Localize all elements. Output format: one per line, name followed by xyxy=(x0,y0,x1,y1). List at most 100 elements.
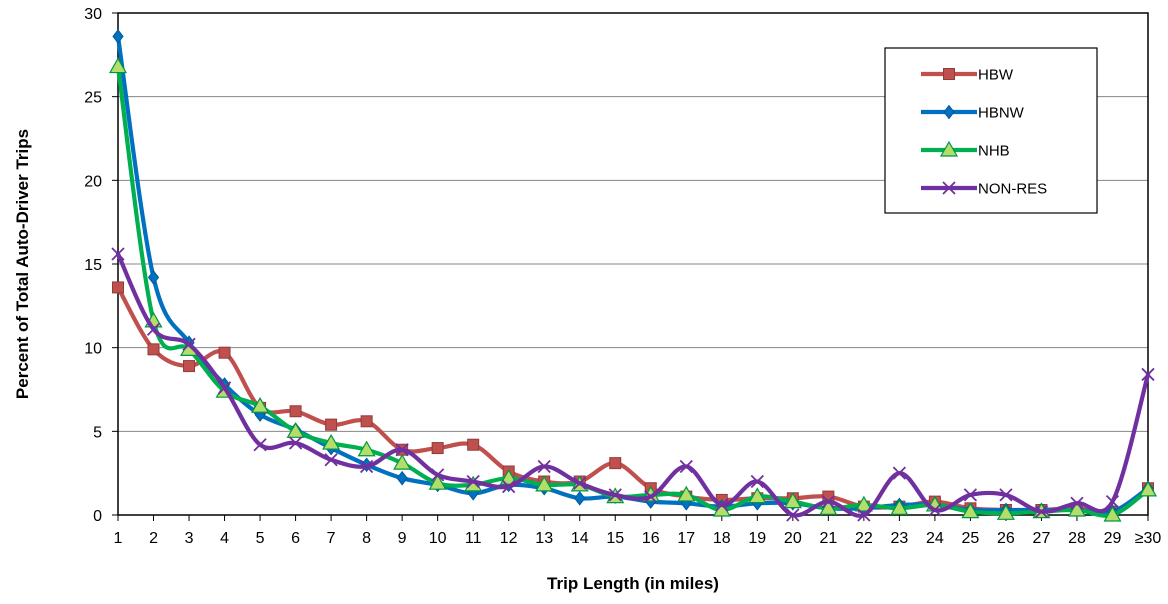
legend-marker xyxy=(943,104,955,120)
data-point xyxy=(217,381,232,395)
data-point xyxy=(357,440,376,457)
x-tick-label: 19 xyxy=(748,530,766,547)
data-point xyxy=(111,247,125,261)
x-tick-label: 3 xyxy=(185,530,194,547)
data-point xyxy=(428,473,447,490)
legend-label: HBNW xyxy=(978,105,1025,122)
data-point xyxy=(466,474,480,489)
data-point xyxy=(750,474,764,489)
data-point xyxy=(679,459,693,474)
x-tick-label: 1 xyxy=(114,530,123,547)
data-point xyxy=(783,492,802,509)
data-point xyxy=(288,436,303,450)
series-non-res xyxy=(111,247,1155,522)
data-point xyxy=(325,418,338,431)
x-tick-label: 5 xyxy=(256,530,265,547)
data-point xyxy=(499,468,518,485)
data-point xyxy=(1034,505,1049,519)
data-point xyxy=(892,466,907,480)
data-point xyxy=(535,475,554,492)
x-tick-label: 23 xyxy=(890,530,908,547)
x-tick-label: 18 xyxy=(713,530,731,547)
data-point xyxy=(1070,496,1084,510)
data-point xyxy=(928,503,942,517)
data-point xyxy=(574,490,586,506)
data-point xyxy=(963,488,978,502)
x-tick-label: 14 xyxy=(571,530,589,547)
data-point xyxy=(393,453,412,470)
x-tick-label: 28 xyxy=(1068,530,1086,547)
x-tick-label: 21 xyxy=(819,530,837,547)
data-point xyxy=(573,476,587,490)
y-tick-label: 25 xyxy=(84,90,102,107)
x-tick-label: 16 xyxy=(642,530,660,547)
legend-item: HBNW xyxy=(921,105,1025,122)
data-point xyxy=(286,422,305,438)
data-point xyxy=(1138,480,1158,497)
data-point xyxy=(854,495,873,512)
series-line xyxy=(115,285,1151,515)
data-point xyxy=(609,457,622,470)
x-tick-label: 20 xyxy=(784,530,802,547)
data-point xyxy=(502,479,516,494)
data-point xyxy=(644,489,658,504)
data-point xyxy=(324,453,338,467)
y-axis-title: Percent of Total Auto-Driver Trips xyxy=(13,129,32,399)
data-point xyxy=(748,487,767,504)
legend-item: NHB xyxy=(921,140,1010,160)
data-point xyxy=(396,470,408,486)
x-tick-label: 11 xyxy=(465,530,482,547)
x-tick-label: 9 xyxy=(398,530,407,547)
data-point xyxy=(961,502,980,519)
series-layer xyxy=(108,29,1158,522)
data-point xyxy=(108,57,128,74)
x-tick-label: ≥30 xyxy=(1135,530,1162,547)
x-tick-label: 29 xyxy=(1104,530,1122,547)
data-point xyxy=(821,494,835,509)
x-tick-label: 25 xyxy=(962,530,980,547)
x-tick-label: 4 xyxy=(220,530,229,547)
y-tick-label: 5 xyxy=(93,424,102,441)
data-point xyxy=(146,322,161,336)
data-point xyxy=(467,438,480,451)
x-tick-label: 10 xyxy=(429,530,447,547)
x-tick-label: 26 xyxy=(997,530,1015,547)
x-tick-label: 2 xyxy=(149,530,158,547)
data-point xyxy=(251,397,270,413)
y-tick-label: 15 xyxy=(84,257,102,274)
x-tick-label: 17 xyxy=(677,530,695,547)
legend-label: HBW xyxy=(978,67,1014,84)
data-point xyxy=(359,459,374,474)
legend-marker xyxy=(942,181,956,195)
y-tick-label: 20 xyxy=(84,173,102,190)
data-point xyxy=(322,433,341,450)
data-point xyxy=(431,442,444,455)
y-axis: 0 5 10 15 20 25 30 xyxy=(84,6,118,525)
data-point xyxy=(360,415,373,428)
x-tick-label: 7 xyxy=(327,530,336,547)
data-point xyxy=(112,29,124,44)
data-point xyxy=(999,488,1013,502)
legend-label: NON-RES xyxy=(978,181,1047,198)
data-point xyxy=(183,360,196,373)
x-tick-label: 24 xyxy=(926,530,944,547)
data-point xyxy=(1141,367,1155,382)
data-point xyxy=(253,438,267,452)
data-point xyxy=(182,337,196,351)
data-point xyxy=(890,499,909,515)
data-point xyxy=(1103,505,1122,522)
x-tick-label: 8 xyxy=(362,530,371,547)
x-tick-label: 13 xyxy=(535,530,553,547)
legend-marker xyxy=(939,140,959,157)
series-line xyxy=(115,251,1151,518)
data-point xyxy=(608,488,622,502)
x-tick-label: 12 xyxy=(500,530,518,547)
x-axis: 1 2 3 4 5 6 7 8 9 10 11 12 13 14 15 16 17 18 19 20 21 22 23 24 2… xyxy=(114,515,1162,547)
y-tick-label: 30 xyxy=(84,6,102,23)
series-hbw xyxy=(112,281,1154,518)
data-point xyxy=(715,498,729,512)
data-point xyxy=(819,499,838,515)
x-tick-label: 6 xyxy=(291,530,300,547)
data-point xyxy=(857,508,871,522)
legend-item: HBW xyxy=(921,67,1014,84)
